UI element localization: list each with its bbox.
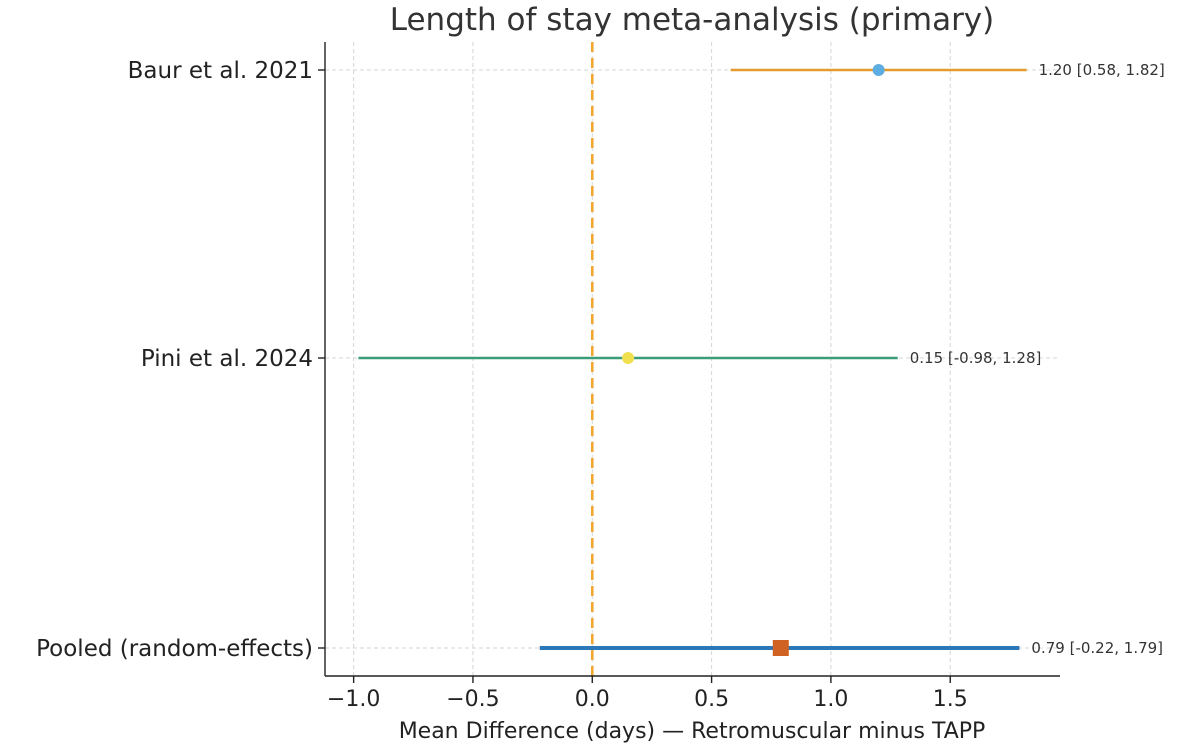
pooled-estimate-marker xyxy=(772,640,789,656)
estimate-marker-1 xyxy=(622,352,635,364)
x-tick-label-0: −1.0 xyxy=(327,687,380,712)
x-tick-label-5: 1.5 xyxy=(933,687,968,712)
ci-annotation-0: 1.20 [0.58, 1.82] xyxy=(1039,61,1165,79)
y-tick-label-0: Baur et al. 2021 xyxy=(128,58,313,84)
marks-layer: 1.20 [0.58, 1.82] 0.15 [-0.98, 1.28] 0.79 … xyxy=(358,61,1165,657)
x-tick-label-3: 0.5 xyxy=(694,687,729,712)
x-axis-label: Mean Difference (days) — Retromuscular m… xyxy=(399,719,986,744)
estimate-marker-0 xyxy=(872,64,885,76)
ci-annotation-2: 0.79 [-0.22, 1.79] xyxy=(1031,639,1163,657)
x-tick-label-4: 1.0 xyxy=(813,687,848,712)
y-tick-label-2: Pooled (random-effects) xyxy=(36,636,313,662)
y-tick-label-1: Pini et al. 2024 xyxy=(141,346,313,372)
axes-layer: Baur et al. 2021 Pini et al. 2024 Pooled (… xyxy=(36,42,1060,712)
ci-annotation-1: 0.15 [-0.98, 1.28] xyxy=(910,349,1042,367)
x-tick-label-1: −0.5 xyxy=(446,687,499,712)
x-tick-label-2: 0.0 xyxy=(575,687,610,712)
chart-title: Length of stay meta-analysis (primary) xyxy=(390,2,995,38)
